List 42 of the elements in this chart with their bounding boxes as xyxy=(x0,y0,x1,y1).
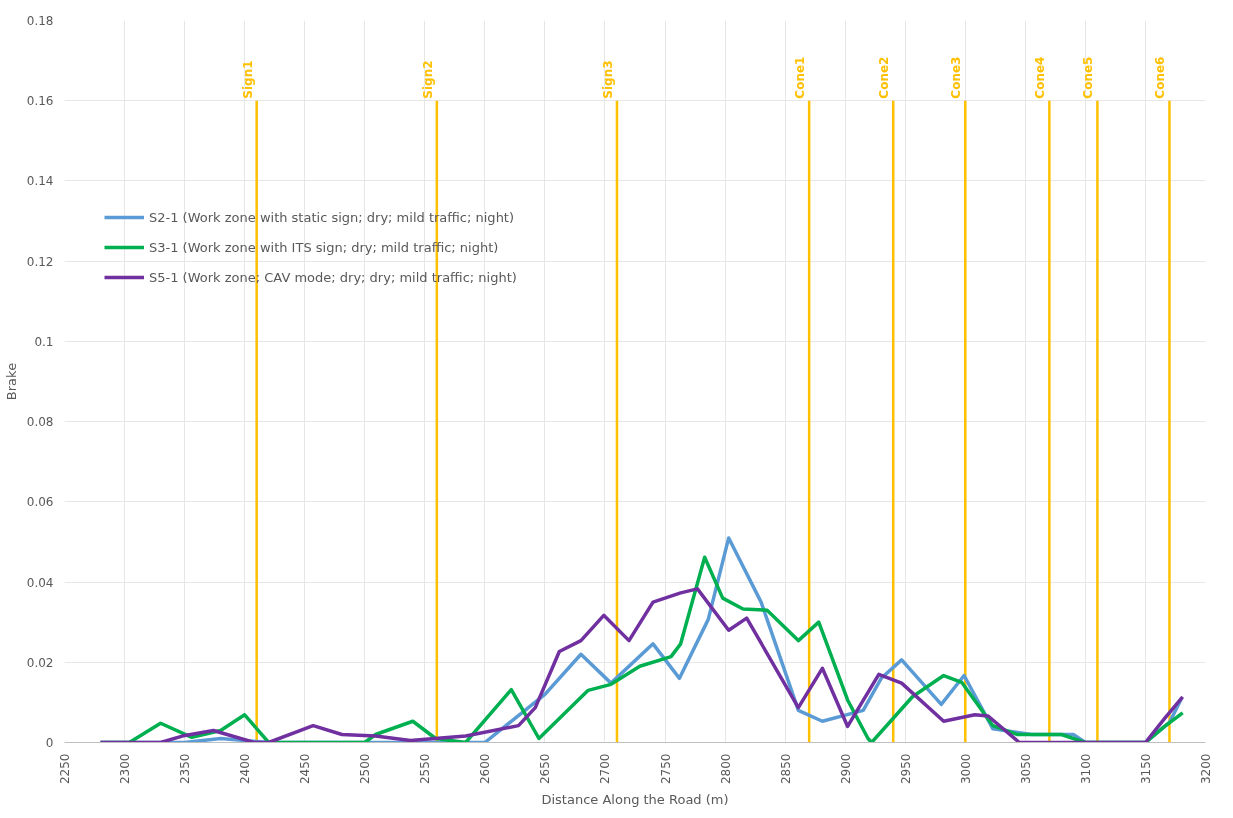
ref-line-label: Sign2 xyxy=(420,60,435,99)
x-tick-label: 2400 xyxy=(238,753,253,785)
y-tick-label: 0.14 xyxy=(26,174,54,189)
x-tick-label: 2850 xyxy=(778,753,793,785)
x-tick-label: 2950 xyxy=(898,753,913,785)
x-axis-title: Distance Along the Road (m) xyxy=(541,792,729,808)
x-tick-label: 3100 xyxy=(1078,753,1093,785)
ref-line-label: Sign3 xyxy=(600,60,615,99)
y-tick-label: 0.04 xyxy=(26,575,54,590)
ref-line-label: Cone2 xyxy=(877,56,892,99)
y-tick-label: 0 xyxy=(45,736,54,750)
x-tick-label: 2500 xyxy=(358,753,373,785)
x-tick-label: 3150 xyxy=(1138,753,1153,785)
y-tick-label: 0.06 xyxy=(26,495,54,510)
ref-line-label: Sign1 xyxy=(240,60,255,99)
ref-line-label: Cone3 xyxy=(949,56,964,99)
x-tick-label: 2650 xyxy=(538,753,553,785)
x-tick-label: 2750 xyxy=(658,753,673,785)
x-tick-label: 3200 xyxy=(1199,753,1213,785)
y-tick-label: 0.16 xyxy=(26,94,54,109)
x-tick-label: 3000 xyxy=(958,753,973,785)
y-tick-label: 0.1 xyxy=(34,334,54,349)
x-tick-label: 2300 xyxy=(118,753,133,785)
x-tick-label: 2250 xyxy=(58,753,72,785)
ref-line-label: Cone4 xyxy=(1033,56,1048,99)
x-tick-label: 2900 xyxy=(838,753,853,785)
y-tick-label: 0.18 xyxy=(26,14,54,28)
x-tick-label: 2700 xyxy=(598,753,613,785)
ref-line-label: Cone6 xyxy=(1153,56,1168,99)
ref-line-label: Cone1 xyxy=(793,56,808,99)
x-tick-label: 2450 xyxy=(298,753,313,785)
y-tick-label: 0.12 xyxy=(26,254,54,269)
y-tick-label: 0.08 xyxy=(26,415,54,430)
x-tick-label: 2800 xyxy=(718,753,733,785)
y-tick-label: 0.02 xyxy=(26,655,54,670)
y-axis-title: Brake xyxy=(3,362,19,401)
ref-line-label: Cone5 xyxy=(1081,56,1096,99)
x-tick-label: 2550 xyxy=(418,753,433,785)
x-tick-label: 2600 xyxy=(478,753,493,785)
x-tick-label: 2350 xyxy=(178,753,193,785)
x-tick-label: 3050 xyxy=(1018,753,1033,785)
line-series xyxy=(98,587,1185,743)
